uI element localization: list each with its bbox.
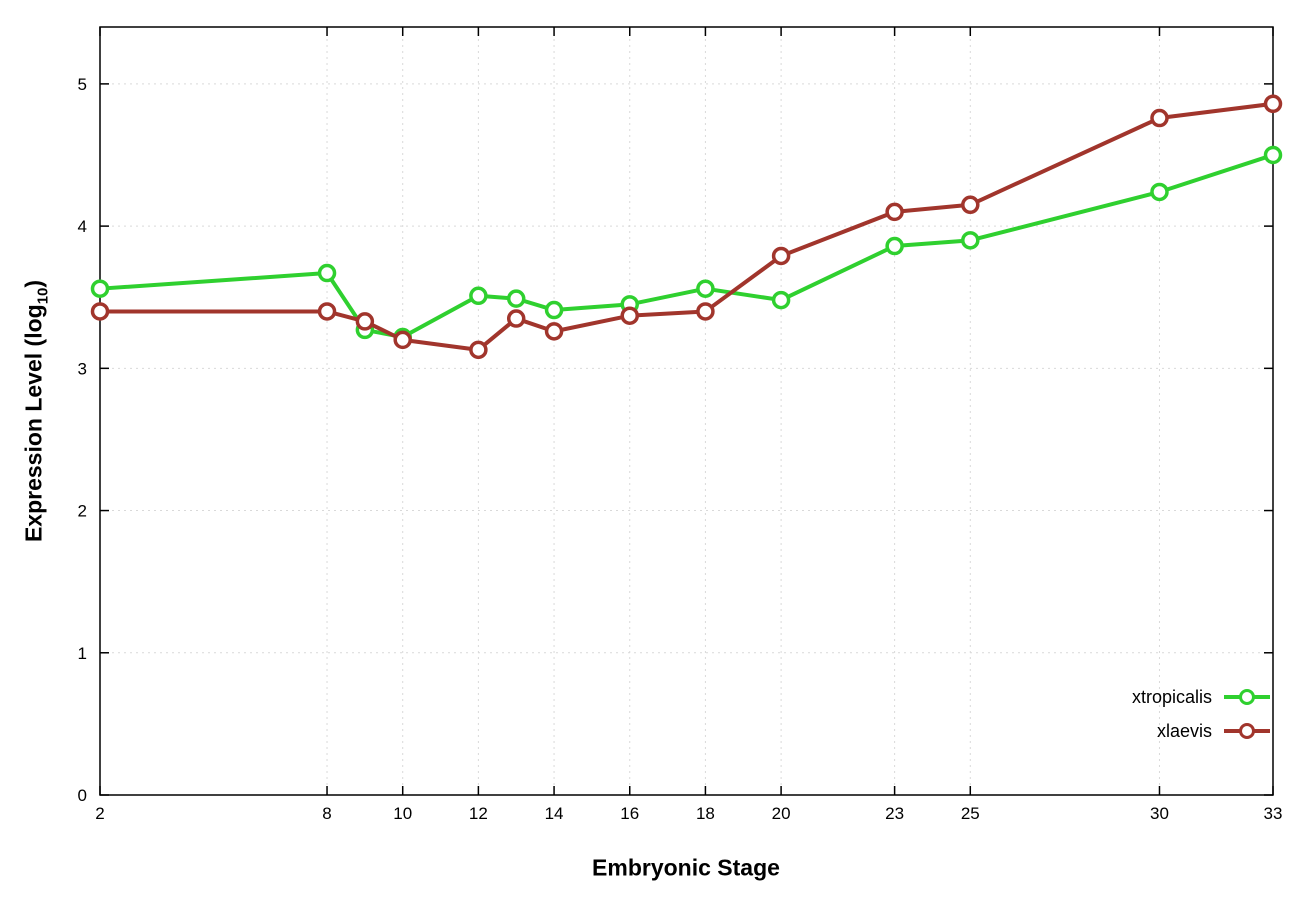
data-point-xlaevis [469,340,488,360]
x-axis-label: Embryonic Stage [592,854,780,881]
data-point-xtropicalis [1263,145,1283,165]
y-axis-label-text: Expression Level (log [20,304,47,543]
legend-entry-xlaevis: xlaevis [1132,718,1270,744]
data-point-xtropicalis [961,231,980,250]
data-point-xtropicalis [771,290,791,310]
y-tick-label: 4 [78,217,87,236]
data-point-xlaevis [393,330,412,350]
x-tick-label: 23 [885,804,904,823]
data-point-xlaevis [90,302,110,321]
data-point-xtropicalis [1150,182,1169,202]
data-point-xlaevis [506,309,526,328]
series-line-xlaevis [98,101,1275,352]
data-point-xtropicalis [317,263,337,283]
data-point-xlaevis [544,322,564,341]
data-point-xlaevis [317,302,337,321]
y-axis-label-subscript: 10 [34,287,52,305]
data-point-xlaevis [696,302,715,321]
x-tick-label: 33 [1264,804,1283,823]
x-tick-label: 16 [620,804,639,823]
legend-line-sample [1224,718,1270,744]
x-tick-label: 25 [961,804,980,823]
x-tick-label: 20 [772,804,791,823]
data-point-xlaevis [961,195,980,215]
plot-border [99,26,1274,796]
data-point-xtropicalis [885,236,904,256]
y-axis-label-suffix: ) [20,279,47,288]
x-tick-label: 18 [696,804,715,823]
data-point-xlaevis [771,246,791,266]
legend-line-sample [1224,684,1270,710]
y-tick-label: 5 [78,75,87,94]
legend: xtropicalis xlaevis [1132,684,1270,744]
legend-label: xlaevis [1156,720,1212,741]
data-point-xtropicalis [544,300,564,320]
y-axis-label: Expression Level (log10) [21,280,52,542]
data-point-xlaevis [355,312,375,331]
y-tick-label: 0 [78,786,87,805]
legend-marker-icon [1239,689,1255,705]
x-tick-label: 8 [322,804,331,823]
data-point-xlaevis [1263,94,1283,114]
legend-marker-icon [1239,723,1255,739]
x-tick-label: 2 [95,804,104,823]
data-point-xtropicalis [506,289,526,308]
legend-label: xtropicalis [1131,686,1212,707]
data-point-xtropicalis [696,279,715,298]
data-point-xlaevis [620,306,639,325]
data-point-xlaevis [1150,108,1169,128]
legend-entry-xtropicalis: xtropicalis [1132,684,1270,710]
x-tick-label: 10 [393,804,412,823]
data-point-xtropicalis [469,286,488,306]
data-point-xlaevis [885,202,904,222]
y-tick-label: 2 [78,502,87,521]
x-tick-label: 30 [1150,804,1169,823]
y-tick-label: 3 [78,359,87,378]
y-tick-label: 1 [78,644,87,663]
x-tick-label: 14 [545,804,564,823]
x-tick-label: 12 [469,804,488,823]
data-point-xtropicalis [90,279,110,298]
